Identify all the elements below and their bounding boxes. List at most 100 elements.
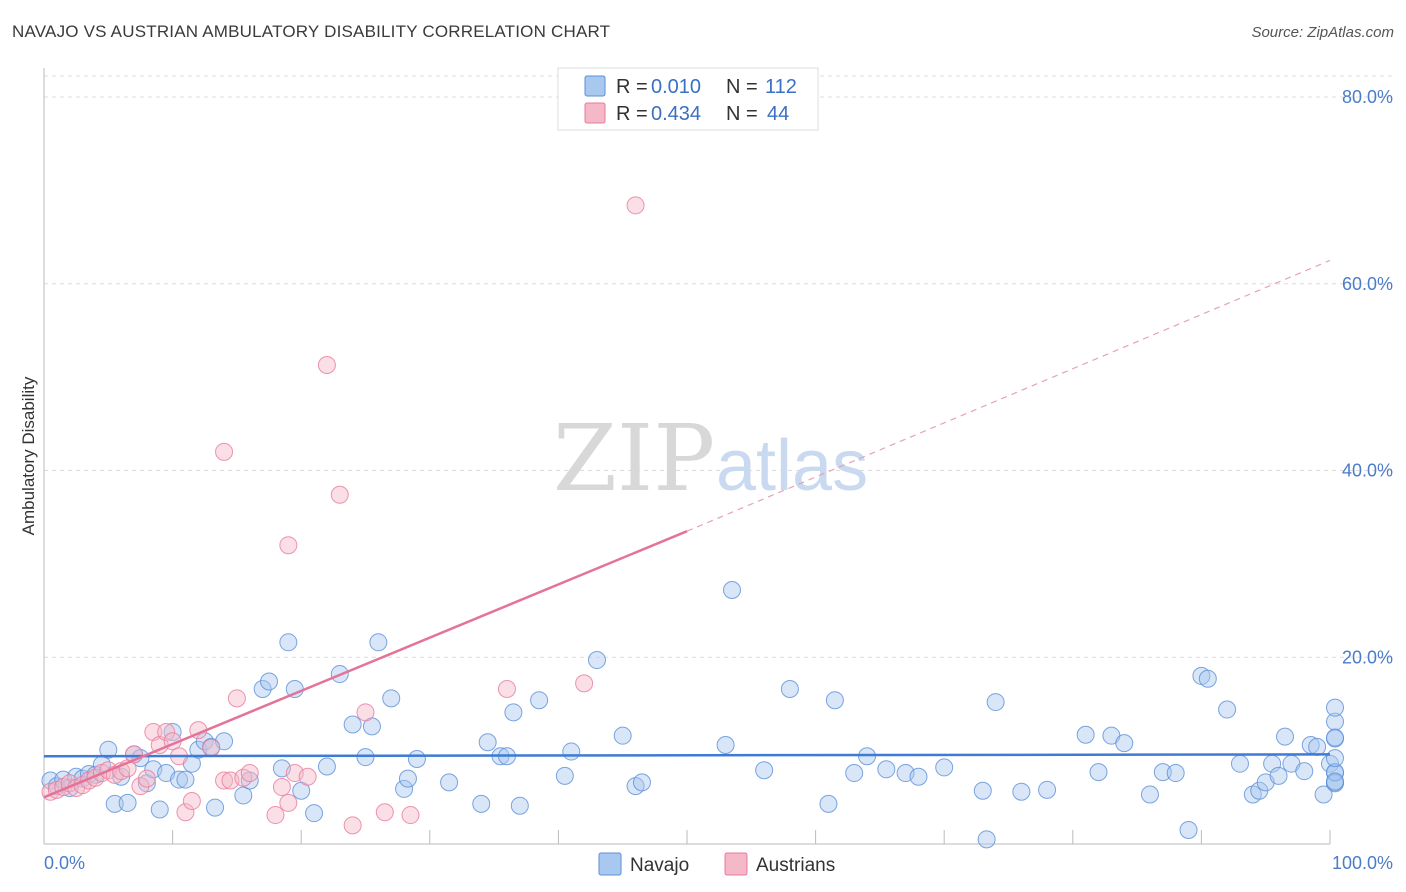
legend-n-label-navajo: N = <box>726 76 758 98</box>
source-credit: Source: ZipAtlas.com <box>1251 24 1394 41</box>
legend-n-value-austrians: 44 <box>767 103 789 125</box>
legend-n-value-navajo: 112 <box>765 76 797 98</box>
point-navajo-84 <box>1166 764 1185 783</box>
bottom-legend: Navajo Austrians <box>598 852 835 876</box>
point-austrians-25 <box>215 771 234 790</box>
legend-swatch-austrians <box>584 102 606 124</box>
trend-line-navajo <box>43 753 1331 758</box>
point-austrians-34 <box>298 767 317 786</box>
point-austrians-42 <box>626 196 645 215</box>
point-navajo-110 <box>1326 728 1344 747</box>
y-tick-label-80: 80.0% <box>1342 87 1393 107</box>
point-austrians-44 <box>215 442 234 461</box>
x-tick-labels: 0.0% 100.0% <box>44 853 1393 873</box>
point-austrians-32 <box>279 793 298 812</box>
point-navajo-83 <box>1153 763 1172 782</box>
point-navajo-75 <box>986 693 1005 712</box>
point-austrians-43 <box>575 674 594 693</box>
point-navajo-31 <box>260 672 279 691</box>
point-navajo-20 <box>170 770 189 789</box>
point-navajo-54 <box>530 691 549 710</box>
point-navajo-76 <box>1012 782 1031 801</box>
point-austrians-27 <box>227 689 246 708</box>
point-austrians-18 <box>157 722 176 741</box>
point-navajo-73 <box>973 781 992 800</box>
chart-title: NAVAJO VS AUSTRIAN AMBULATORY DISABILITY… <box>12 22 611 41</box>
bottom-legend-label-austrians: Austrians <box>756 855 835 876</box>
point-navajo-82 <box>1140 785 1159 804</box>
point-navajo-85 <box>1179 820 1198 839</box>
point-navajo-26 <box>206 798 225 817</box>
point-austrians-40 <box>401 806 420 825</box>
point-navajo-77 <box>1038 780 1057 799</box>
trend-line-austrians-extension <box>686 259 1331 532</box>
point-navajo-66 <box>825 691 844 710</box>
point-austrians-37 <box>343 816 362 835</box>
point-navajo-88 <box>1218 700 1237 719</box>
legend-r-label-navajo: R = <box>616 76 648 98</box>
point-navajo-33 <box>279 633 298 652</box>
point-navajo-97 <box>1295 762 1314 781</box>
point-navajo-107 <box>1326 763 1344 782</box>
point-austrians-45 <box>279 536 298 555</box>
point-navajo-46 <box>407 750 426 769</box>
point-navajo-64 <box>780 679 799 698</box>
point-navajo-69 <box>877 760 896 779</box>
point-austrians-38 <box>356 703 375 722</box>
point-navajo-40 <box>356 748 375 767</box>
point-austrians-35 <box>317 355 336 374</box>
point-navajo-65 <box>819 794 838 813</box>
y-tick-labels: 20.0% 40.0% 60.0% 80.0% <box>1342 87 1393 667</box>
point-navajo-89 <box>1230 754 1249 773</box>
legend-swatch-navajo <box>584 75 606 97</box>
point-navajo-10 <box>105 794 124 813</box>
point-navajo-60 <box>632 773 651 792</box>
watermark: ZIP atlas <box>553 405 868 512</box>
bottom-legend-swatch-navajo <box>598 852 622 876</box>
trend-line-austrians <box>43 530 688 799</box>
point-austrians-21 <box>176 803 195 822</box>
point-navajo-47 <box>440 773 459 792</box>
point-navajo-62 <box>723 581 742 600</box>
point-navajo-81 <box>1115 734 1134 753</box>
bottom-legend-swatch-austrians <box>724 852 748 876</box>
point-navajo-30 <box>253 679 272 698</box>
point-navajo-43 <box>382 689 401 708</box>
point-austrians-24 <box>202 738 221 757</box>
legend-r-value-austrians: 0.434 <box>651 103 701 125</box>
point-navajo-21 <box>176 770 195 789</box>
point-austrians-39 <box>375 803 394 822</box>
point-navajo-52 <box>504 703 523 722</box>
point-navajo-74 <box>977 830 996 849</box>
point-navajo-99 <box>1308 737 1327 756</box>
point-navajo-36 <box>305 804 324 823</box>
point-navajo-79 <box>1089 763 1108 782</box>
legend-r-label-austrians: R = <box>616 103 648 125</box>
point-navajo-55 <box>555 766 574 785</box>
y-tick-label-60: 60.0% <box>1342 274 1393 294</box>
point-navajo-53 <box>510 796 529 815</box>
bottom-legend-label-navajo: Navajo <box>630 855 689 876</box>
x-tick-label-min: 0.0% <box>44 853 85 873</box>
point-navajo-57 <box>587 651 606 670</box>
point-navajo-58 <box>613 726 632 745</box>
point-navajo-45 <box>398 769 417 788</box>
point-navajo-72 <box>935 758 954 777</box>
point-navajo-49 <box>478 733 497 752</box>
point-navajo-44 <box>395 779 414 798</box>
point-navajo-95 <box>1275 727 1294 746</box>
y-axis-label: Ambulatory Disability <box>19 376 38 535</box>
point-austrians-36 <box>330 485 349 504</box>
watermark-atlas: atlas <box>716 426 868 506</box>
x-tick-label-max: 100.0% <box>1332 853 1393 873</box>
point-navajo-56 <box>562 742 581 761</box>
point-austrians-22 <box>182 792 201 811</box>
point-navajo-42 <box>369 633 388 652</box>
watermark-zip: ZIP <box>553 405 715 512</box>
point-austrians-29 <box>240 764 259 783</box>
point-austrians-30 <box>266 806 285 825</box>
point-austrians-16 <box>144 722 163 741</box>
point-navajo-12 <box>118 793 137 812</box>
point-navajo-17 <box>150 800 169 819</box>
